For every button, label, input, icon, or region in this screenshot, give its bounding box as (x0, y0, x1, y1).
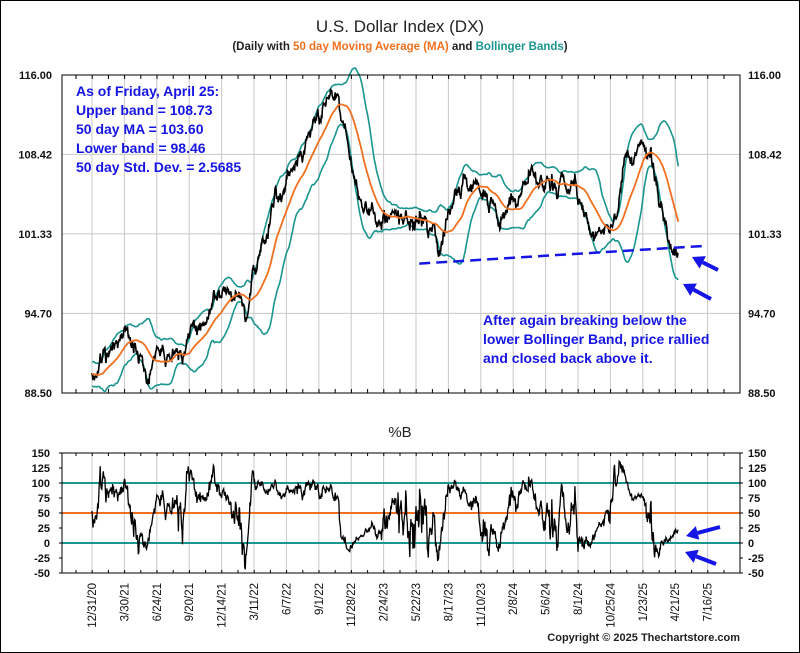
pctb-tick-label-right: -25 (748, 553, 764, 565)
arrow-main-lower-head (683, 283, 697, 296)
x-tick-label: 7/16/25 (703, 583, 715, 621)
support-dashed-line (419, 244, 705, 265)
annotation-line-2: lower Bollinger Band, price rallied (483, 331, 709, 347)
x-tick-label: 11/10/23 (476, 583, 488, 627)
x-tick-label: 12/31/20 (87, 583, 99, 628)
y-tick-label-left: 116.00 (19, 70, 52, 82)
pctb-tick-label-left: 75 (38, 493, 50, 505)
main-plot-frame (61, 74, 741, 394)
chart-title: U.S. Dollar Index (DX) (316, 17, 484, 36)
x-tick-label: 3/30/21 (119, 583, 131, 621)
x-tick-label: 6/24/21 (152, 583, 164, 621)
copyright: Copyright © 2025 Thechartstore.com (547, 632, 740, 644)
pctb-tick-label-left: -50 (34, 568, 50, 580)
x-tick-label: 3/11/22 (249, 583, 261, 621)
arrow-pctb-lower-head (685, 549, 699, 563)
pctb-tick-label-right: 25 (748, 523, 760, 535)
pctb-tick-label-right: 100 (748, 478, 766, 490)
pctb-tick-label-left: 0 (44, 538, 50, 550)
pctb-tick-label-left: -25 (34, 553, 50, 565)
x-tick-label: 5/6/24 (541, 582, 553, 615)
y-tick-label-right: 88.50 (748, 388, 776, 400)
y-tick-label-right: 108.42 (748, 149, 782, 161)
pctb-series (91, 459, 679, 570)
y-tick-label-right: 116.00 (748, 70, 781, 82)
pctb-plot-frame (61, 452, 741, 574)
y-tick-label-right: 101.33 (748, 229, 782, 241)
arrow-pctb-upper-head (686, 526, 700, 540)
pctb-tick-label-right: 75 (748, 493, 760, 505)
series-marks (91, 67, 705, 570)
x-tick-label: 2/24/23 (379, 583, 391, 621)
pctb-tick-label-left: 125 (32, 463, 50, 475)
pctb-tick-label-left: 25 (38, 523, 50, 535)
y-tick-label-right: 94.70 (748, 308, 776, 320)
subtitle-close: ) (564, 41, 568, 53)
pctb-tick-label-right: 0 (748, 538, 754, 550)
y-tick-label-left: 108.42 (18, 149, 52, 161)
annotation-arrows (683, 256, 721, 566)
arrow-pctb-upper (697, 525, 721, 535)
x-tick-label: 12/14/21 (217, 583, 229, 628)
pctb-tick-label-right: -50 (748, 568, 764, 580)
subtitle-ma: 50 day Moving Average (MA) (293, 41, 449, 53)
annotation-line-1: After again breaking below the (483, 312, 687, 328)
y-tick-label-left: 101.33 (18, 229, 52, 241)
stats-std-dev: 50 day Std. Dev. = 2.5685 (76, 159, 241, 175)
pctb-tick-label-right: 125 (748, 463, 766, 475)
pctb-tick-label-left: 50 (38, 508, 50, 520)
y-tick-label-left: 88.50 (24, 388, 52, 400)
x-tick-label: 1/23/25 (638, 583, 650, 621)
arrow-main-upper-head (692, 256, 706, 269)
x-tick-label: 9/20/21 (184, 583, 196, 621)
chart-subtitle: (Daily with 50 day Moving Average (MA) a… (232, 41, 567, 53)
y-tick-label-left: 94.70 (24, 308, 52, 320)
pctb-tick-label-right: 50 (748, 508, 760, 520)
pctb-tick-label-right: 150 (748, 448, 766, 460)
stats-heading: As of Friday, April 25: (76, 83, 219, 99)
stats-box: As of Friday, April 25: Upper band = 108… (76, 83, 241, 175)
stats-ma: 50 day MA = 103.60 (76, 121, 204, 137)
price-series (91, 87, 679, 386)
x-tick-label: 5/22/23 (411, 583, 423, 621)
x-tick-label: 8/17/23 (443, 583, 455, 621)
axes: 12/31/20 3/30/21 6/24/21 9/20/21 12/14/21 3/1… (18, 70, 781, 628)
pctb-title: %B (388, 424, 411, 441)
x-tick-label: 8/1/24 (573, 582, 585, 615)
arrow-main-upper (701, 260, 719, 272)
x-tick-label: 10/25/24 (605, 582, 617, 627)
arrow-main-lower (692, 287, 712, 301)
x-tick-label: 2/8/24 (508, 582, 520, 615)
pctb-tick-label-left: 100 (32, 478, 50, 490)
arrow-pctb-lower (695, 554, 717, 566)
x-tick-label: 11/28/22 (346, 583, 358, 627)
pctb-tick-label-left: 150 (32, 448, 50, 460)
x-tick-label: 4/21/25 (670, 583, 682, 621)
subtitle-bands: Bollinger Bands (476, 41, 564, 53)
stats-upper-band: Upper band = 108.73 (76, 102, 213, 118)
moving-average-50 (92, 103, 680, 376)
annotation-note: After again breaking below the lower Bol… (483, 312, 709, 366)
stats-lower-band: Lower band = 98.46 (76, 140, 206, 156)
subtitle-open: (Daily with (232, 41, 293, 53)
annotation-line-3: and closed back above it. (483, 350, 653, 366)
subtitle-and: and (449, 41, 476, 53)
x-tick-label: 6/7/22 (281, 583, 293, 615)
x-tick-label: 9/1/22 (314, 583, 326, 615)
